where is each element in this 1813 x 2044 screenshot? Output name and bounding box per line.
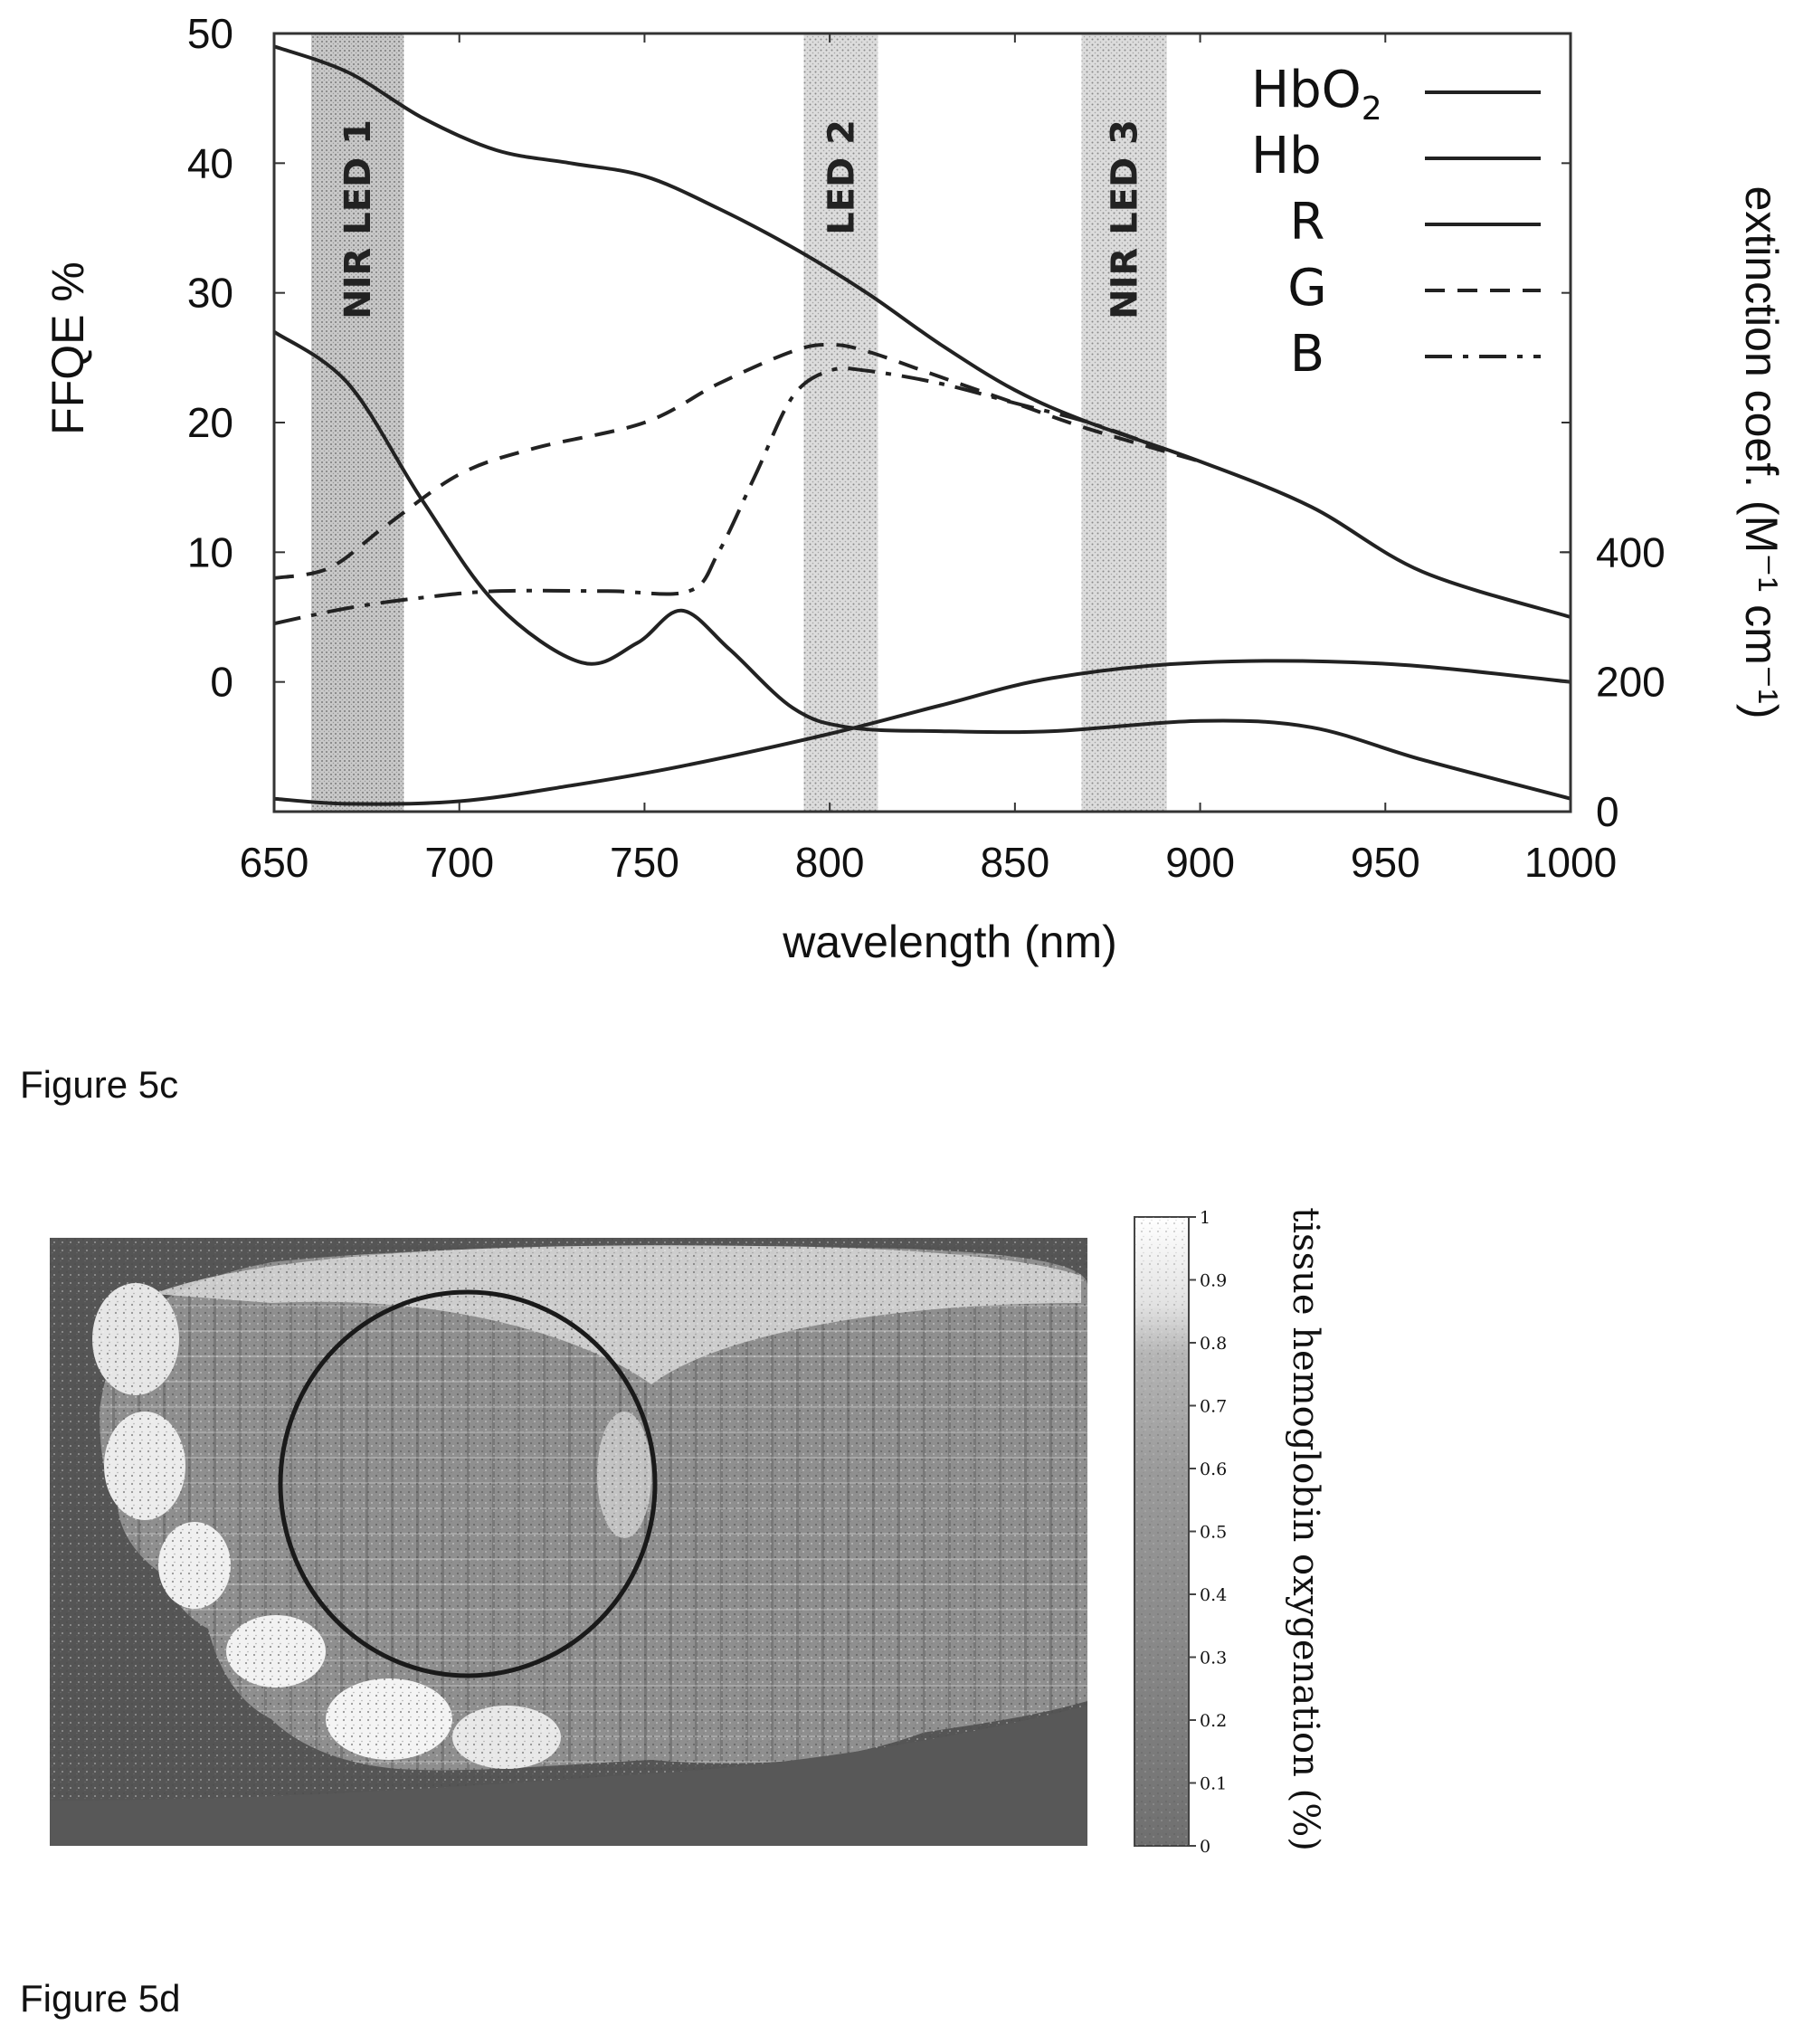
colorbar-tick-label: 0 <box>1200 1837 1210 1857</box>
colorbar-tick-label: 1 <box>1200 1208 1210 1228</box>
figure-5c-caption: Figure 5c <box>20 1063 179 1106</box>
y2-tick-label: 200 <box>1596 659 1666 706</box>
legend-label-r: R <box>1290 193 1325 252</box>
legend-label-g: G <box>1287 259 1326 318</box>
x-tick-label: 700 <box>424 839 494 886</box>
colorbar-tick-label: 0.6 <box>1200 1459 1227 1479</box>
figure-5d-oxygenation-map: 0 0.1 0.2 0.3 0.4 0.5 0.6 0.7 0.8 0.9 1 tissue hem… <box>50 1207 1326 1857</box>
plot-frame <box>272 32 1572 813</box>
x-tick-label: 800 <box>795 839 865 886</box>
colorbar-ticks: 0 0.1 0.2 0.3 0.4 0.5 0.6 0.7 0.8 0.9 1 <box>1189 1208 1227 1857</box>
led-band-2 <box>803 33 878 812</box>
x-tick-label: 850 <box>980 839 1049 886</box>
y-tick-label: 0 <box>210 659 233 706</box>
led-band-label-2: LED 2 <box>821 119 862 235</box>
y-axis-title: FFQE % <box>43 261 93 435</box>
colorbar-tick-label: 0.2 <box>1200 1711 1227 1731</box>
figure-5d-caption: Figure 5d <box>20 1977 181 2020</box>
y-tick-label: 50 <box>187 10 233 57</box>
led-band-label-1: NIR LED 1 <box>337 119 379 319</box>
y2-tick-label: 400 <box>1596 528 1666 575</box>
led-band-label-3: NIR LED 3 <box>1105 119 1146 319</box>
x-axis-title: wavelength (nm) <box>782 917 1117 967</box>
chart-series <box>274 44 1571 806</box>
x-tick-label: 950 <box>1351 839 1420 886</box>
x-tick-label: 1000 <box>1524 839 1617 886</box>
series-line-hbo2 <box>274 659 1571 806</box>
y-tick-label: 20 <box>187 399 233 446</box>
colorbar-tick-label: 0.8 <box>1200 1334 1227 1354</box>
y-tick-label: 30 <box>187 270 233 317</box>
colorbar-texture <box>1134 1217 1189 1846</box>
led-bands: NIR LED 1 LED 2 NIR LED 3 <box>310 33 1167 812</box>
x-axis-ticks: 650 700 750 800 850 900 950 1000 <box>240 33 1617 886</box>
series-line-r <box>274 44 1571 619</box>
series-line-g <box>274 343 1201 580</box>
colorbar-label: tissue hemoglobin oxygenation (%) <box>1285 1207 1326 1851</box>
y-tick-label: 40 <box>187 139 233 186</box>
colorbar-tick-label: 0.9 <box>1200 1271 1227 1291</box>
x-tick-label: 650 <box>240 839 309 886</box>
legend-label-hbo: HbO2 <box>1251 61 1382 128</box>
colorbar-tick-label: 0.4 <box>1200 1585 1227 1605</box>
led-band-1 <box>310 33 404 812</box>
x-tick-label: 750 <box>610 839 679 886</box>
series-line-hb <box>274 330 1571 801</box>
y2-tick-label: 0 <box>1596 788 1619 835</box>
y2-axis-ticks: 400 200 0 <box>1560 33 1666 835</box>
y-tick-label: 10 <box>187 528 233 575</box>
figure-5c-line-chart: NIR LED 1 LED 2 NIR LED 3 650 700 750 800 850 9… <box>43 10 1787 967</box>
y-axis-ticks: 50 40 30 20 10 0 <box>187 10 285 706</box>
colorbar-tick-label: 0.1 <box>1200 1774 1227 1794</box>
legend-label-b: B <box>1290 325 1324 384</box>
x-tick-label: 900 <box>1165 839 1235 886</box>
roi-circle <box>278 1289 658 1678</box>
colorbar-tick-label: 0.3 <box>1200 1649 1227 1668</box>
legend-label-subscript: 2 <box>1362 90 1382 128</box>
colorbar-tick-label: 0.5 <box>1200 1523 1227 1543</box>
colorbar-tick-label: 0.7 <box>1200 1397 1227 1417</box>
y2-axis-title: extinction coef. (M⁻¹ cm⁻¹) <box>1736 186 1787 719</box>
dark-background-lower <box>50 1706 1087 1846</box>
series-line-b <box>274 366 1164 626</box>
led-band-3 <box>1081 33 1167 812</box>
legend-label-hb: Hb <box>1251 127 1322 185</box>
